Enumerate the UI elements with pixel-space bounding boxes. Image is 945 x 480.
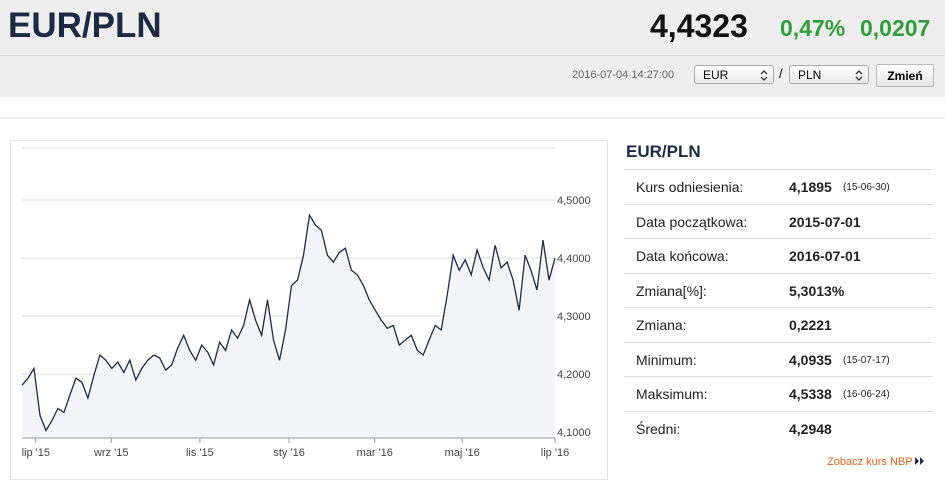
stats-row: Kurs odniesienia: 4,1895 (15-06-30): [624, 169, 933, 204]
chart: 4,1000 4,2000 4,3000 4,4000 4,5000 lip '15 wrz…: [21, 147, 591, 459]
row-value: 4,5338: [789, 386, 832, 402]
change-pct: 0,47%: [780, 15, 846, 41]
pair-title: EUR/PLN: [8, 6, 162, 45]
row-label: Średni:: [636, 420, 681, 437]
timestamp: 2016-07-04 14:27:00: [572, 69, 675, 81]
y-tick-label: 4,5000: [557, 195, 591, 207]
select-text: PLN: [798, 68, 822, 82]
row-label: Zmiana:: [636, 317, 687, 333]
stats-row: Minimum: 4,0935 (15-07-17): [624, 341, 933, 377]
stats-row: Średni: 4,2948: [624, 410, 933, 446]
row-value: 5,3013%: [789, 282, 845, 299]
row-label: Data końcowa:: [636, 248, 729, 264]
x-tick-label: lip '16: [541, 447, 569, 459]
link-text: Zobacz kurs NBP: [827, 456, 913, 468]
separator: /: [779, 66, 783, 81]
header: [0, 0, 945, 97]
x-tick-label: maj '16: [445, 447, 480, 459]
row-date: (15-07-17): [843, 354, 890, 366]
to-select[interactable]: PLN: [789, 65, 869, 84]
row-label: Kurs odniesienia:: [636, 179, 744, 195]
panel-title: EUR/PLN: [626, 142, 701, 161]
divider: [0, 55, 945, 56]
from-select[interactable]: EUR: [694, 65, 774, 84]
row-value: 0,2221: [789, 317, 832, 333]
change: 0,0207: [860, 15, 931, 41]
change-button[interactable]: Zmień: [876, 64, 934, 87]
line: [21, 213, 556, 432]
row-value: 4,0935: [789, 351, 832, 368]
y-tick-label: 4,3000: [557, 311, 591, 323]
x-tick-label: wrz '15: [93, 447, 129, 459]
row-label: Maksimum:: [636, 386, 708, 402]
stats-row: Data końcowa: 2016-07-01: [624, 238, 933, 273]
nbp-link[interactable]: Zobacz kurs NBP: [827, 456, 925, 468]
stats-row: Data początkowa: 2015-07-01: [624, 203, 933, 239]
stats-row: Zmiana: 0,2221: [624, 307, 933, 342]
row-date: (15-06-30): [843, 182, 890, 193]
row-value: 4,2948: [789, 420, 832, 437]
row-value: 2015-07-01: [789, 213, 861, 230]
row-label: Data początkowa:: [636, 213, 748, 230]
stats-row: Zmiana[%]: 5,3013%: [624, 272, 933, 308]
row-value: 4,1895: [789, 179, 832, 195]
y-tick-label: 4,1000: [557, 427, 591, 439]
select-arrows: [855, 70, 863, 81]
row-value: 2016-07-01: [789, 248, 861, 264]
row-date: (16-06-24): [843, 389, 890, 400]
link-arrows: [915, 457, 925, 465]
y-tick-label: 4,4000: [557, 253, 591, 265]
y-tick-label: 4,2000: [557, 369, 591, 381]
x-tick-label: lis '15: [186, 447, 214, 459]
select-arrows: [760, 70, 768, 81]
rate: 4,4323: [650, 8, 748, 44]
area: [22, 215, 555, 438]
row-label: Minimum:: [636, 351, 697, 368]
row-label: Zmiana[%]:: [636, 282, 707, 299]
x-tick-label: lip '15: [22, 447, 50, 459]
select-text: EUR: [703, 68, 729, 82]
divider: [0, 117, 945, 119]
stats-row: Maksimum: 4,5338 (16-06-24): [624, 376, 933, 411]
x-tick-label: mar '16: [357, 447, 393, 459]
x-tick-label: sty '16: [273, 447, 304, 459]
